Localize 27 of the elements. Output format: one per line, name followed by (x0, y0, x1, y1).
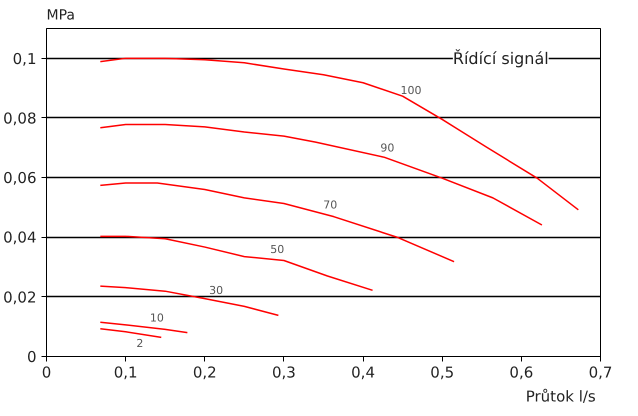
series-label: 70 (323, 198, 338, 212)
line-series (100, 182, 455, 262)
y-tick-label: 0,02 (3, 288, 37, 306)
y-axis-title: MPa (46, 8, 75, 24)
x-tick-label: 0 (42, 364, 52, 382)
x-axis-title: Průtok l/s (526, 388, 596, 406)
x-tick-label: 0,4 (351, 364, 376, 382)
y-tick-label: 0,1 (12, 50, 37, 68)
x-tick-label: 0,5 (430, 364, 454, 382)
x-tick-label: 0,1 (114, 364, 138, 382)
x-tick-label: 0,2 (192, 364, 217, 382)
x-tick-label: 0,7 (588, 364, 612, 382)
series-label: 90 (380, 141, 394, 154)
x-tick-label: 0,3 (272, 364, 296, 382)
x-tick-label: 0,6 (509, 364, 534, 382)
y-tick-label: 0,04 (3, 228, 37, 247)
y-tick-label: 0,08 (3, 109, 37, 128)
y-tick-label: 0,06 (3, 169, 37, 188)
series-label: 30 (209, 284, 224, 297)
annotation: Řídící signál (452, 48, 549, 68)
line-series (100, 321, 188, 334)
series-label: 100 (400, 84, 422, 98)
series-label: 2 (136, 337, 144, 350)
line-series (100, 124, 543, 226)
series-label: 50 (270, 242, 284, 256)
series-label: 10 (150, 311, 164, 324)
y-tick-label: 0 (26, 348, 37, 366)
